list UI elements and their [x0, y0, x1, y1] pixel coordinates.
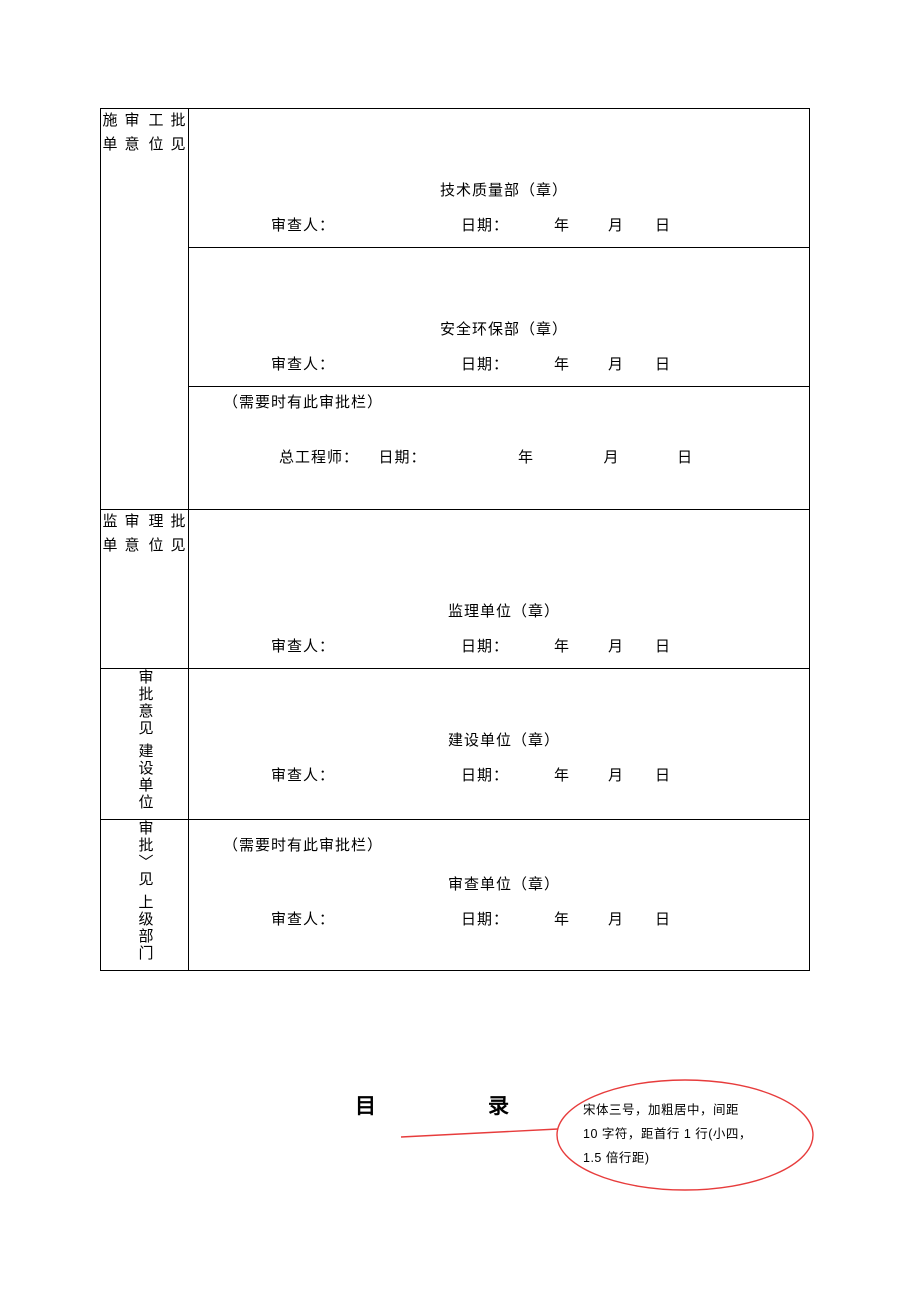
label-year: 年: [535, 635, 589, 656]
signature-line: 审查人： 日期： 年 月 日: [271, 764, 785, 785]
label-day: 日: [643, 214, 683, 235]
head-text: 位见: [149, 538, 187, 554]
stamp-superior: 审查单位（章）: [223, 873, 785, 894]
label-year: 年: [518, 450, 534, 466]
cell-tech-quality: 技术质量部（章） 审查人： 日期： 年 月 日: [189, 109, 810, 248]
head-text: 上级部门: [137, 894, 153, 962]
label-reviewer: 审查人：: [271, 214, 461, 235]
cell-chief-engineer: （需要时有此审批栏） 总工程师： 日期： 年 月 日: [189, 387, 810, 510]
label-day: 日: [643, 353, 683, 374]
signature-line: 审查人： 日期： 年 月 日: [271, 908, 785, 929]
table-row: 施审单意 工批位见 技术质量部（章） 审查人： 日期： 年 月 日: [101, 109, 810, 248]
signature-line: 审查人： 日期： 年 月 日: [271, 635, 785, 656]
label-day: 日: [643, 764, 683, 785]
callout-text: 宋体三号，加粗居中，间距 10 字符，距首行 1 行(小四， 1.5 倍行距): [583, 1099, 783, 1170]
head-text: 单意: [103, 137, 141, 153]
rowhead-construction-unit: 施审单意 工批位见: [101, 109, 189, 510]
label-month: 月: [589, 908, 643, 929]
head-text: 施审: [103, 113, 141, 129]
label-reviewer: 审查人：: [271, 908, 461, 929]
table-row: 安全环保部（章） 审查人： 日期： 年 月 日: [101, 248, 810, 387]
cell-safety-env: 安全环保部（章） 审查人： 日期： 年 月 日: [189, 248, 810, 387]
label-month: 月: [589, 635, 643, 656]
label-month: 月: [604, 450, 620, 466]
label-reviewer: 审查人：: [271, 353, 461, 374]
table-row: 监审单意 理批位见 监理单位（章） 审查人： 日期： 年 月 日: [101, 510, 810, 669]
label-date: 日期：: [461, 908, 535, 929]
chief-engineer-line: 总工程师： 日期： 年 月 日: [279, 446, 785, 467]
head-text: 位见: [149, 137, 187, 153]
label-year: 年: [535, 214, 589, 235]
label-date: 日期：: [461, 214, 535, 235]
cell-superior: （需要时有此审批栏） 审查单位（章） 审查人： 日期： 年 月 日: [189, 820, 810, 971]
label-reviewer: 审查人：: [271, 764, 461, 785]
rowhead-construction-owner: 审批意见建设单位: [101, 669, 189, 820]
stamp-safety-env: 安全环保部（章）: [223, 318, 785, 339]
label-month: 月: [589, 353, 643, 374]
head-text: 监审: [103, 514, 141, 530]
annotation-callout: 宋体三号，加粗居中，间距 10 字符，距首行 1 行(小四， 1.5 倍行距): [555, 1075, 810, 1185]
label-month: 月: [589, 214, 643, 235]
label-day: 日: [643, 908, 683, 929]
callout-line: 宋体三号，加粗居中，间距: [583, 1099, 783, 1123]
callout-line: 10 字符，距首行 1 行(小四，: [583, 1123, 783, 1147]
table-row: 审批〉见上级部门 （需要时有此审批栏） 审查单位（章） 审查人： 日期： 年 月…: [101, 820, 810, 971]
signature-line: 审查人： 日期： 年 月 日: [271, 353, 785, 374]
stamp-tech-quality: 技术质量部（章）: [223, 179, 785, 200]
rowhead-superior-dept: 审批〉见上级部门: [101, 820, 189, 971]
approval-table-wrapper: 施审单意 工批位见 技术质量部（章） 审查人： 日期： 年 月 日 安全环保部（…: [100, 108, 810, 971]
stamp-supervision: 监理单位（章）: [223, 600, 785, 621]
head-text: 单意: [103, 538, 141, 554]
label-day: 日: [677, 450, 693, 466]
label-year: 年: [535, 353, 589, 374]
label-month: 月: [589, 764, 643, 785]
label-date: 日期：: [461, 764, 535, 785]
head-text: 审批〉见: [137, 820, 153, 888]
cell-owner: 建设单位（章） 审查人： 日期： 年 月 日: [189, 669, 810, 820]
table-row: 审批意见建设单位 建设单位（章） 审查人： 日期： 年 月 日: [101, 669, 810, 820]
callout-line: 1.5 倍行距): [583, 1147, 783, 1171]
label-day: 日: [643, 635, 683, 656]
label-year: 年: [535, 764, 589, 785]
label-chief-engineer: 总工程师：: [279, 450, 359, 466]
head-text: 审批意见: [137, 669, 153, 737]
stamp-owner: 建设单位（章）: [223, 729, 785, 750]
label-date: 日期：: [461, 353, 535, 374]
label-reviewer: 审查人：: [271, 635, 461, 656]
head-text: 理批: [149, 514, 187, 530]
cell-supervision: 监理单位（章） 审查人： 日期： 年 月 日: [189, 510, 810, 669]
head-text: 工批: [149, 113, 187, 129]
label-date: 日期：: [461, 635, 535, 656]
label-year: 年: [535, 908, 589, 929]
signature-line: 审查人： 日期： 年 月 日: [271, 214, 785, 235]
head-text: 建设单位: [137, 743, 153, 811]
table-row: （需要时有此审批栏） 总工程师： 日期： 年 月 日: [101, 387, 810, 510]
conditional-note: （需要时有此审批栏）: [223, 391, 785, 412]
approval-table: 施审单意 工批位见 技术质量部（章） 审查人： 日期： 年 月 日 安全环保部（…: [100, 108, 810, 971]
rowhead-supervision-unit: 监审单意 理批位见: [101, 510, 189, 669]
label-chief-date: 日期：: [379, 450, 427, 466]
conditional-note: （需要时有此审批栏）: [223, 834, 785, 855]
